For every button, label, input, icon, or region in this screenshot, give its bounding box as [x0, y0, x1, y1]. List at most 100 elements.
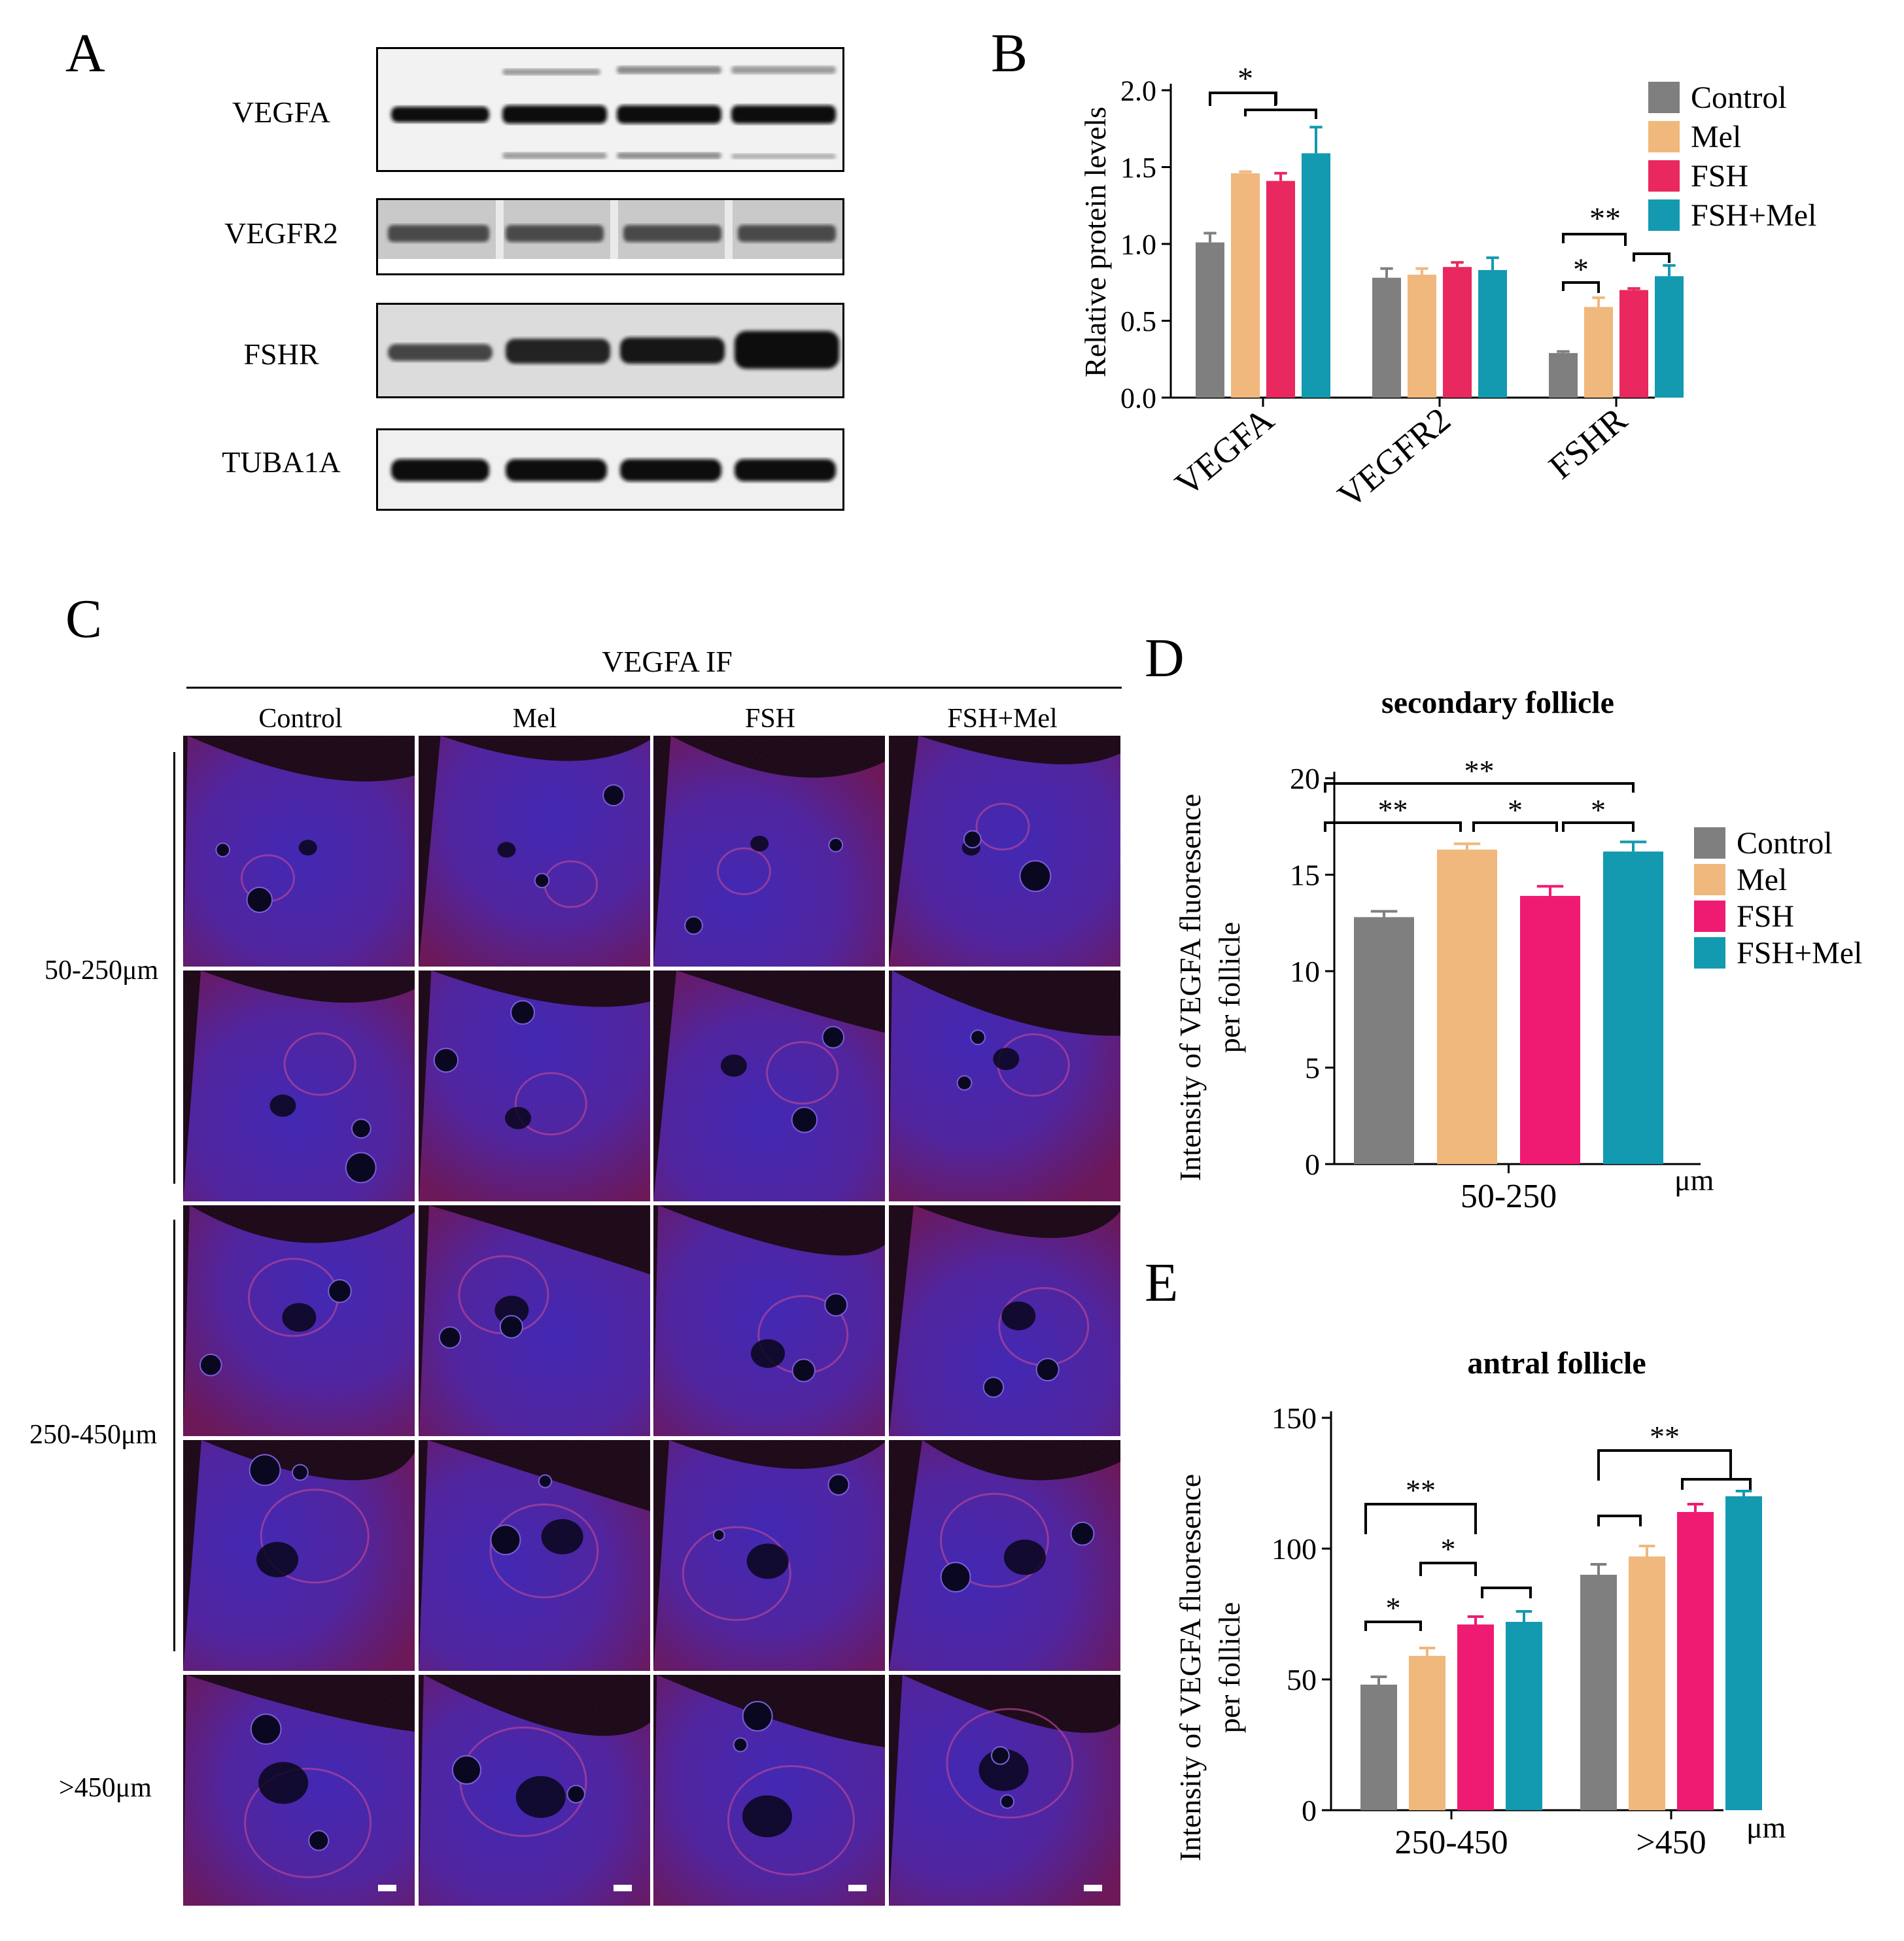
if-col-control: Control [258, 704, 343, 734]
legend-swatch-control [1648, 82, 1680, 113]
chart-d-annotations: **** * * [1324, 754, 1635, 832]
significance-label: ** [1589, 201, 1621, 236]
y-tick-label: 2.0 [1120, 75, 1156, 107]
if-image-grid [183, 736, 1120, 1906]
bar-mel-0 [1409, 1656, 1445, 1810]
x-tick-label: 50-250 [1461, 1178, 1557, 1215]
significance-bracket [1472, 821, 1558, 832]
bar-fsh-1 [1677, 1512, 1714, 1810]
chart-d: secondary follicle Intensity of VEGFA fl… [1173, 687, 1862, 1215]
bar-fsh-mel-0 [1603, 851, 1663, 1164]
if-image-r3-c3 [653, 1205, 885, 1436]
legend-label-control: Control [1691, 80, 1787, 115]
if-image-r5-c1 [183, 1675, 415, 1906]
panel-letter-b: B [991, 23, 1028, 84]
if-col-mel: Mel [512, 704, 557, 734]
bar-mel-0 [1231, 173, 1260, 398]
panel-letter-d: D [1145, 628, 1185, 689]
if-image-r1-c1 [183, 736, 415, 967]
if-image-art [888, 1440, 1120, 1671]
significance-label: ** [1464, 754, 1495, 787]
if-image-r5-c3 [653, 1675, 885, 1906]
if-image-r5-c4 [888, 1675, 1120, 1906]
legend-swatch-control [1694, 827, 1725, 859]
significance-bracket [1364, 1503, 1477, 1534]
chart-e-axes: 0 50 100 150 250-450 >450 μm [1272, 1401, 1786, 1861]
x-tick-label: VEGFA [1168, 400, 1281, 504]
bar-mel-1 [1408, 275, 1436, 398]
if-image-art [183, 736, 415, 967]
y-tick-label: 150 [1272, 1401, 1317, 1435]
significance-bracket [1481, 1587, 1532, 1598]
if-image-r3-c1 [183, 1205, 415, 1436]
bar-fsh-mel-0 [1302, 153, 1330, 398]
blot-label-vegfa: VEGFA [232, 95, 330, 129]
significance-label: * [1441, 1532, 1456, 1566]
legend-swatch-mel [1694, 864, 1725, 895]
if-image-art [653, 736, 885, 967]
if-image-r2-c3 [653, 970, 885, 1201]
y-tick-label: 15 [1290, 859, 1320, 892]
if-image-r1-c4 [888, 736, 1120, 967]
legend-label-fsh: FSH [1737, 899, 1794, 934]
if-image-r4-c1 [183, 1440, 415, 1671]
bar-fsh-2 [1619, 290, 1648, 398]
blot-vegfr2-bands [378, 200, 842, 273]
if-image-r2-c4 [888, 970, 1120, 1201]
significance-label: * [1573, 252, 1589, 287]
x-unit-label: μm [1746, 1811, 1786, 1844]
significance-label: ** [1650, 1420, 1680, 1453]
significance-label: * [1386, 1591, 1401, 1624]
bar-mel-0 [1437, 850, 1497, 1164]
bar-control-0 [1360, 1685, 1397, 1810]
if-image-r4-c2 [418, 1440, 650, 1671]
significance-label: * [1591, 793, 1606, 827]
if-image-art [418, 736, 650, 967]
x-tick-label: 250-450 [1394, 1824, 1508, 1861]
if-image-r4-c4 [888, 1440, 1120, 1671]
blot-vegfa [376, 47, 844, 172]
blot-fshr-bands [388, 331, 839, 369]
if-image-art [418, 970, 650, 1201]
legend-swatch-mel [1648, 121, 1680, 152]
y-tick-label: 50 [1287, 1663, 1317, 1696]
bar-fsh-mel-1 [1725, 1496, 1762, 1810]
significance-bracket [1364, 1621, 1422, 1631]
if-row-450: >450μm [59, 1773, 152, 1803]
if-image-art [418, 1205, 650, 1436]
y-tick-label: 10 [1290, 955, 1320, 988]
if-image-r3-c4 [888, 1205, 1120, 1436]
chart-e-ylabel: Intensity of VEGFA fluoresence [1173, 1474, 1207, 1861]
significance-bracket [1244, 109, 1317, 119]
bar-fsh-0 [1457, 1624, 1494, 1810]
x-tick-label: VEGFR2 [1330, 400, 1458, 515]
if-image-art [183, 1440, 415, 1671]
y-tick-label: 100 [1272, 1532, 1317, 1566]
panel-letter-a: A [65, 23, 105, 84]
if-image-art [653, 1205, 885, 1436]
scale-bar [848, 1885, 867, 1891]
blot-tuba1a-bands [391, 459, 836, 481]
scale-bar [613, 1885, 632, 1891]
significance-label: ** [1406, 1473, 1436, 1507]
bar-fsh-0 [1266, 180, 1295, 398]
blot-vegfa-bands [391, 66, 836, 159]
significance-bracket [1681, 1478, 1752, 1490]
bar-control-0 [1196, 242, 1224, 398]
bar-mel-2 [1584, 307, 1613, 398]
bar-fsh-0 [1520, 895, 1580, 1164]
significance-label: * [1508, 793, 1523, 827]
chart-e: antral follicle Intensity of VEGFA fluor… [1173, 1346, 1786, 1861]
if-image-r1-c3 [653, 736, 885, 967]
blot-label-vegfr2: VEGFR2 [224, 216, 338, 250]
blot-vegfr2 [376, 198, 844, 275]
if-col-fsh-mel: FSH+Mel [947, 704, 1058, 734]
chart-b-bars [1196, 126, 1684, 398]
scale-bar [1083, 1885, 1102, 1891]
if-image-art [888, 970, 1120, 1201]
y-tick-label: 0 [1305, 1148, 1320, 1181]
y-tick-label: 5 [1305, 1052, 1320, 1085]
y-tick-label: 0.5 [1120, 305, 1156, 337]
legend-label-fsh-mel: FSH+Mel [1691, 198, 1816, 233]
